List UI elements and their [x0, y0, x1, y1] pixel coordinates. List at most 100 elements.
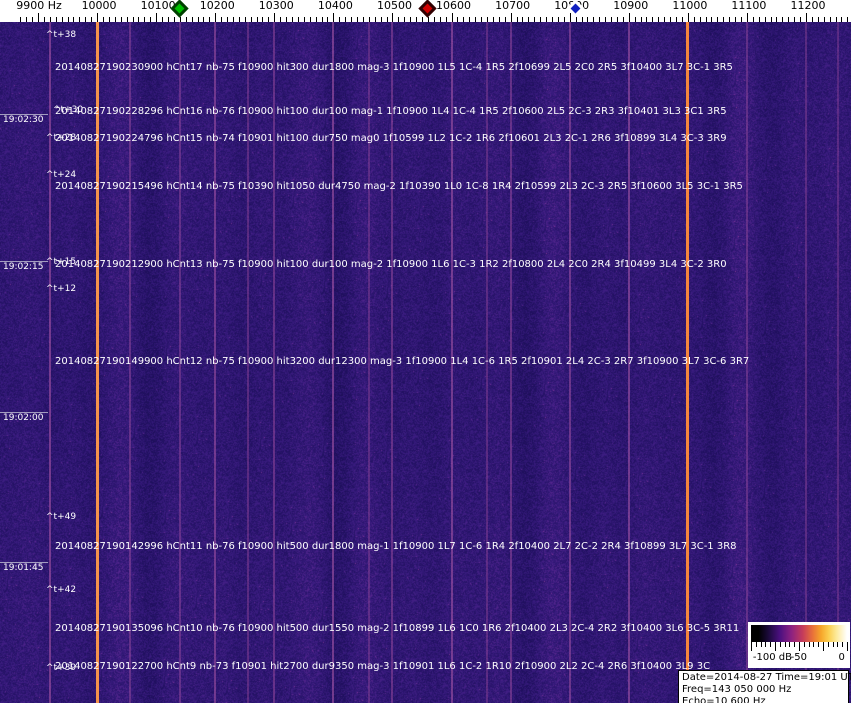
- axis-tick: [794, 17, 795, 22]
- axis-tick: [753, 17, 754, 22]
- axis-tick: [351, 17, 352, 22]
- axis-tick: [174, 17, 175, 22]
- axis-tick: [109, 17, 110, 22]
- axis-tick: [552, 17, 553, 22]
- axis-tick: [292, 17, 293, 22]
- axis-tick: [641, 17, 642, 22]
- axis-tick: [239, 17, 240, 22]
- time-offset-mark: ^t+42: [46, 585, 77, 595]
- axis-tick: [127, 17, 128, 22]
- axis-tick: [735, 17, 736, 22]
- axis-tick: [50, 17, 51, 22]
- axis-tick: [168, 17, 169, 22]
- colorbar-tick: [789, 642, 790, 647]
- axis-tick: [818, 17, 819, 22]
- carrier-line: [450, 22, 453, 703]
- axis-tick: [564, 17, 565, 22]
- colorbar-tick: [833, 642, 834, 647]
- axis-tick: [162, 17, 163, 22]
- axis-tick: [570, 13, 571, 22]
- colorbar-tick: [761, 642, 762, 647]
- time-offset-mark: ^t+39: [46, 663, 77, 673]
- time-offset-mark: ^t+38: [46, 30, 77, 40]
- colorbar-tick: [785, 642, 786, 647]
- axis-tick: [221, 17, 222, 22]
- time-label: 19:02:15: [3, 262, 44, 272]
- axis-tick: [593, 17, 594, 22]
- carrier-line: [332, 22, 335, 703]
- frequency-label: 10900: [613, 0, 649, 12]
- axis-tick: [333, 13, 334, 22]
- carrier-line: [391, 22, 394, 703]
- carrier-line: [509, 22, 512, 703]
- axis-tick: [215, 13, 216, 22]
- axis-tick: [345, 17, 346, 22]
- axis-tick: [599, 17, 600, 22]
- axis-tick: [316, 17, 317, 22]
- axis-tick: [682, 17, 683, 22]
- info-box: Date=2014-08-27 Time=19:01 UTC Freq=143 …: [678, 670, 851, 703]
- axis-tick: [806, 13, 807, 22]
- axis-tick: [404, 17, 405, 22]
- detection-line: 20140827190212900 hCnt13 nb-75 f10900 hi…: [55, 259, 727, 270]
- carrier-line: [745, 22, 748, 703]
- colorbar-label: 0: [838, 652, 845, 663]
- axis-tick: [765, 17, 766, 22]
- axis-tick: [381, 17, 382, 22]
- time-offset-mark: ^t+15: [46, 257, 77, 267]
- axis-tick: [688, 13, 689, 22]
- time-gridline: [0, 114, 48, 115]
- colorbar-tick: [780, 642, 781, 647]
- colorbar-labels: -100 dB -50 0: [749, 652, 849, 665]
- axis-tick: [729, 17, 730, 22]
- axis-tick: [268, 17, 269, 22]
- axis-tick: [203, 17, 204, 22]
- colorbar-tick: [847, 642, 848, 651]
- axis-tick: [121, 17, 122, 22]
- axis-tick: [440, 17, 441, 22]
- axis-tick: [582, 17, 583, 22]
- carrier-line: [686, 22, 690, 703]
- axis-tick: [540, 17, 541, 22]
- axis-tick: [434, 17, 435, 22]
- frequency-label: 10500: [376, 0, 412, 12]
- axis-tick: [517, 17, 518, 22]
- carrier-line: [568, 22, 571, 703]
- detection-line: 20140827190122700 hCnt9 nb-73 f10901 hit…: [55, 661, 711, 672]
- axis-tick: [138, 17, 139, 22]
- axis-tick: [723, 17, 724, 22]
- colorbar-tick: [770, 642, 771, 647]
- axis-tick: [262, 17, 263, 22]
- axis-tick: [209, 17, 210, 22]
- detection-line: 20140827190228296 hCnt16 nb-76 f10900 hi…: [55, 106, 727, 117]
- carrier-line: [178, 22, 181, 703]
- colorbar-tick: [775, 642, 776, 651]
- spectrogram-image[interactable]: [0, 22, 851, 703]
- axis-tick: [741, 17, 742, 22]
- axis-tick: [257, 17, 258, 22]
- axis-tick: [227, 17, 228, 22]
- axis-tick: [534, 17, 535, 22]
- colorbar-tick: [765, 642, 766, 647]
- axis-tick: [369, 17, 370, 22]
- axis-tick: [776, 17, 777, 22]
- axis-tick: [79, 17, 80, 22]
- axis-tick: [788, 17, 789, 22]
- time-gridline: [0, 562, 48, 563]
- axis-tick: [469, 17, 470, 22]
- axis-tick: [717, 17, 718, 22]
- axis-tick: [20, 17, 21, 22]
- axis-tick: [611, 17, 612, 22]
- detection-line: 20140827190215496 hCnt14 nb-75 f10390 hi…: [55, 181, 743, 192]
- axis-tick: [635, 17, 636, 22]
- axis-tick: [304, 17, 305, 22]
- axis-tick: [652, 17, 653, 22]
- colorbar-ticks: [751, 642, 848, 652]
- spectrogram-canvas-area[interactable]: 19:02:30 19:02:15 19:02:00 19:01:45 ^t+38 ^t…: [0, 22, 851, 703]
- axis-tick: [26, 17, 27, 22]
- axis-tick: [706, 17, 707, 22]
- axis-tick: [410, 17, 411, 22]
- colorbar-tick: [799, 642, 800, 651]
- axis-tick: [245, 17, 246, 22]
- axis-tick: [38, 13, 39, 22]
